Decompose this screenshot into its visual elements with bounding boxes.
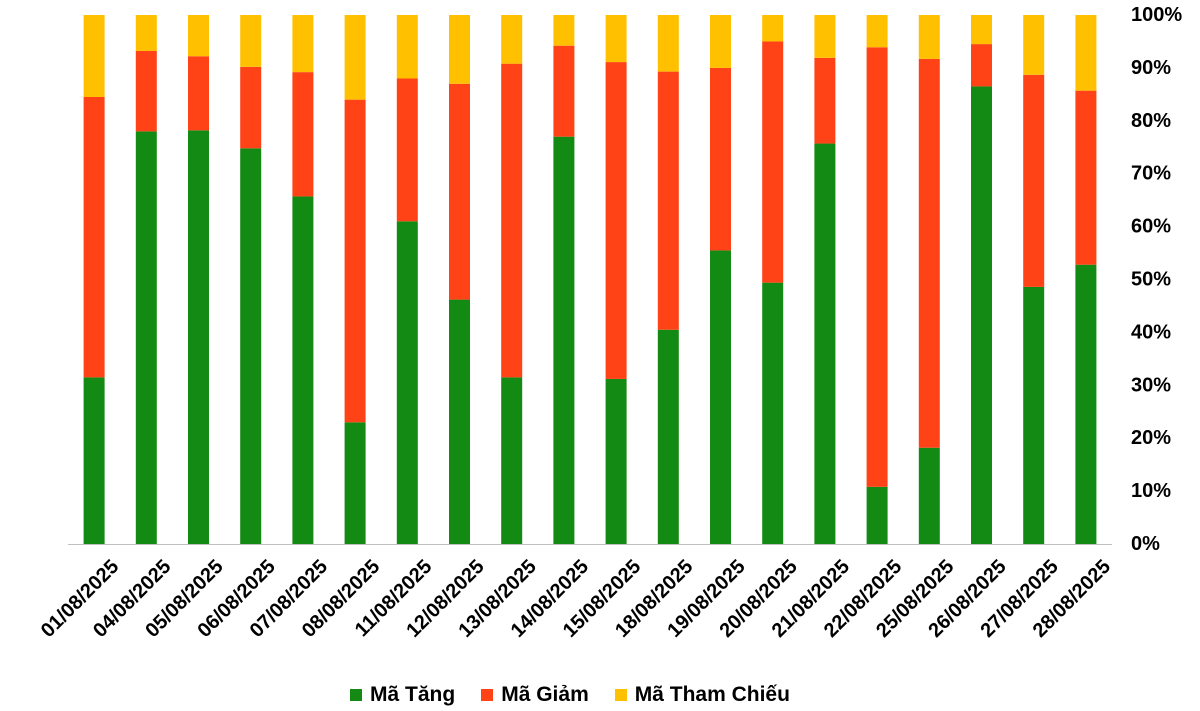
bar-giam-18/08/2025 <box>657 71 679 330</box>
y-axis-ticks: 0% 10% 20% 30% 40% 50% 60% 70% 80% 90% 100% <box>1131 4 1182 555</box>
bar-tang-01/08/2025 <box>83 377 105 544</box>
bar-tang-15/08/2025 <box>605 378 627 544</box>
bar-tham-chieu-26/08/2025 <box>971 15 992 45</box>
legend-swatch-giam <box>481 689 494 701</box>
bar-tham-chieu-01/08/2025 <box>83 15 105 97</box>
bar-tham-chieu-18/08/2025 <box>657 15 679 72</box>
bar-giam-26/08/2025 <box>971 44 992 87</box>
bar-giam-12/08/2025 <box>449 83 470 300</box>
bar-tang-25/08/2025 <box>918 447 940 544</box>
bar-giam-21/08/2025 <box>814 57 836 144</box>
bar-giam-25/08/2025 <box>918 58 940 448</box>
y-tick-label: 90% <box>1131 57 1171 79</box>
bar-tang-21/08/2025 <box>814 143 836 545</box>
legend-swatch-tham-chieu <box>614 689 627 701</box>
bar-tham-chieu-15/08/2025 <box>605 15 627 63</box>
bar-tham-chieu-25/08/2025 <box>918 15 940 59</box>
bar-tham-chieu-19/08/2025 <box>710 15 731 68</box>
legend-label-giam: Mã Giảm <box>501 683 589 706</box>
bar-tham-chieu-11/08/2025 <box>396 15 418 79</box>
bar-tang-12/08/2025 <box>449 299 470 544</box>
bar-giam-27/08/2025 <box>1023 74 1045 287</box>
bar-tang-18/08/2025 <box>657 329 679 544</box>
y-tick-label: 80% <box>1131 110 1171 132</box>
bar-giam-08/08/2025 <box>344 99 366 423</box>
bar-tham-chieu-12/08/2025 <box>449 15 470 84</box>
bar-tham-chieu-28/08/2025 <box>1075 15 1097 91</box>
bar-tham-chieu-20/08/2025 <box>762 15 784 42</box>
y-tick-label: 40% <box>1131 321 1171 343</box>
x-axis-labels: 01/08/202504/08/202505/08/202506/08/2025… <box>37 556 1115 642</box>
legend-label-tang: Mã Tăng <box>370 683 456 706</box>
bar-tham-chieu-07/08/2025 <box>292 15 314 73</box>
bars-layer <box>83 15 1097 545</box>
legend-label-tham-chieu: Mã Tham Chiếu <box>634 683 790 706</box>
bar-tang-11/08/2025 <box>396 221 418 544</box>
legend: Mã Tăng Mã Giảm Mã Tham Chiếu <box>0 683 1140 707</box>
legend-item-tham-chieu: Mã Tham Chiếu <box>614 683 790 707</box>
bar-tang-26/08/2025 <box>971 86 992 545</box>
bar-giam-19/08/2025 <box>710 67 731 251</box>
bar-tang-06/08/2025 <box>240 148 262 544</box>
bar-tham-chieu-22/08/2025 <box>866 15 888 48</box>
y-tick-label: 50% <box>1131 269 1171 291</box>
bar-giam-20/08/2025 <box>762 41 784 283</box>
bar-giam-15/08/2025 <box>605 62 627 379</box>
legend-swatch-tang <box>350 689 363 701</box>
y-tick-label: 20% <box>1131 427 1171 449</box>
bar-tham-chieu-06/08/2025 <box>240 15 262 67</box>
y-tick-label: 0% <box>1131 533 1160 555</box>
bar-giam-13/08/2025 <box>501 63 523 378</box>
legend-item-tang: Mã Tăng <box>350 683 455 707</box>
bar-giam-04/08/2025 <box>135 50 157 132</box>
y-tick-label: 10% <box>1131 480 1171 502</box>
bar-tang-20/08/2025 <box>762 282 784 544</box>
bar-tang-14/08/2025 <box>553 136 575 545</box>
bar-giam-11/08/2025 <box>396 78 418 222</box>
y-tick-label: 70% <box>1131 163 1171 185</box>
bar-tham-chieu-14/08/2025 <box>553 15 575 46</box>
bar-tham-chieu-21/08/2025 <box>814 15 836 58</box>
bar-tang-28/08/2025 <box>1075 264 1097 544</box>
bar-tham-chieu-08/08/2025 <box>344 15 366 100</box>
bar-tang-19/08/2025 <box>710 250 731 544</box>
bar-giam-01/08/2025 <box>83 97 105 378</box>
bar-tang-05/08/2025 <box>188 130 209 544</box>
bar-tang-07/08/2025 <box>292 196 314 544</box>
bar-tang-04/08/2025 <box>135 131 157 544</box>
bar-giam-22/08/2025 <box>866 47 888 487</box>
bar-tang-08/08/2025 <box>344 422 366 544</box>
y-tick-label: 100% <box>1131 4 1182 26</box>
bar-tham-chieu-27/08/2025 <box>1023 15 1045 75</box>
bar-tham-chieu-13/08/2025 <box>501 15 523 64</box>
bar-giam-06/08/2025 <box>240 66 262 149</box>
bar-giam-28/08/2025 <box>1075 90 1097 265</box>
bar-tham-chieu-04/08/2025 <box>135 15 157 51</box>
bar-tang-13/08/2025 <box>501 377 523 544</box>
y-tick-label: 60% <box>1131 216 1171 238</box>
bar-giam-14/08/2025 <box>553 45 575 137</box>
bar-tang-27/08/2025 <box>1023 286 1045 544</box>
bar-tham-chieu-05/08/2025 <box>188 15 209 57</box>
legend-item-giam: Mã Giảm <box>481 683 589 707</box>
y-tick-label: 30% <box>1131 374 1171 396</box>
bar-tang-22/08/2025 <box>866 486 888 544</box>
bar-giam-05/08/2025 <box>188 56 209 131</box>
bar-giam-07/08/2025 <box>292 72 314 197</box>
